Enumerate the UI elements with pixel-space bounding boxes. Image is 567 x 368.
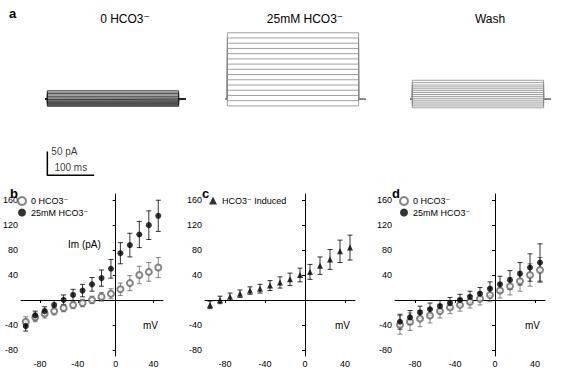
svg-text:80: 80 xyxy=(8,245,18,255)
svg-text:0 HCO3⁻: 0 HCO3⁻ xyxy=(413,196,451,206)
svg-text:120: 120 xyxy=(187,220,202,230)
svg-text:0 HCO3⁻: 0 HCO3⁻ xyxy=(31,196,69,206)
svg-text:40: 40 xyxy=(340,359,350,368)
svg-text:d: d xyxy=(392,186,400,201)
svg-text:0 HCO3⁻: 0 HCO3⁻ xyxy=(100,12,150,26)
svg-text:120: 120 xyxy=(377,220,392,230)
svg-text:-80: -80 xyxy=(408,359,421,368)
svg-text:40: 40 xyxy=(382,270,392,280)
svg-text:mV: mV xyxy=(143,320,158,331)
svg-text:0: 0 xyxy=(492,359,497,368)
svg-text:mV: mV xyxy=(525,320,540,331)
svg-text:160: 160 xyxy=(377,195,392,205)
svg-text:40: 40 xyxy=(192,270,202,280)
svg-text:Wash: Wash xyxy=(475,12,505,26)
svg-text:40: 40 xyxy=(8,270,18,280)
svg-text:-80: -80 xyxy=(5,345,18,355)
svg-text:c: c xyxy=(202,186,209,201)
svg-text:-80: -80 xyxy=(33,359,46,368)
svg-text:-40: -40 xyxy=(5,320,18,330)
svg-text:25mM HCO3⁻: 25mM HCO3⁻ xyxy=(31,208,89,218)
svg-text:HCO3⁻ Induced: HCO3⁻ Induced xyxy=(222,196,286,206)
svg-text:80: 80 xyxy=(382,245,392,255)
svg-text:50 pA: 50 pA xyxy=(51,146,77,157)
svg-text:0: 0 xyxy=(113,359,118,368)
svg-text:-40: -40 xyxy=(379,320,392,330)
svg-text:25mM HCO3⁻: 25mM HCO3⁻ xyxy=(267,12,343,26)
svg-text:-80: -80 xyxy=(189,345,202,355)
svg-text:mV: mV xyxy=(335,320,350,331)
svg-text:-80: -80 xyxy=(379,345,392,355)
svg-text:a: a xyxy=(9,6,17,21)
svg-text:100 ms: 100 ms xyxy=(54,162,87,173)
svg-text:25mM HCO3⁻: 25mM HCO3⁻ xyxy=(413,208,471,218)
svg-text:-80: -80 xyxy=(218,359,231,368)
svg-text:120: 120 xyxy=(3,220,18,230)
svg-text:Im (pA): Im (pA) xyxy=(68,239,101,250)
svg-text:-40: -40 xyxy=(71,359,84,368)
svg-text:-40: -40 xyxy=(448,359,461,368)
svg-text:160: 160 xyxy=(187,195,202,205)
svg-text:-40: -40 xyxy=(189,320,202,330)
svg-text:40: 40 xyxy=(149,359,159,368)
svg-text:80: 80 xyxy=(192,245,202,255)
svg-text:b: b xyxy=(10,186,18,201)
svg-text:0: 0 xyxy=(302,359,307,368)
svg-text:40: 40 xyxy=(530,359,540,368)
svg-text:-40: -40 xyxy=(258,359,271,368)
